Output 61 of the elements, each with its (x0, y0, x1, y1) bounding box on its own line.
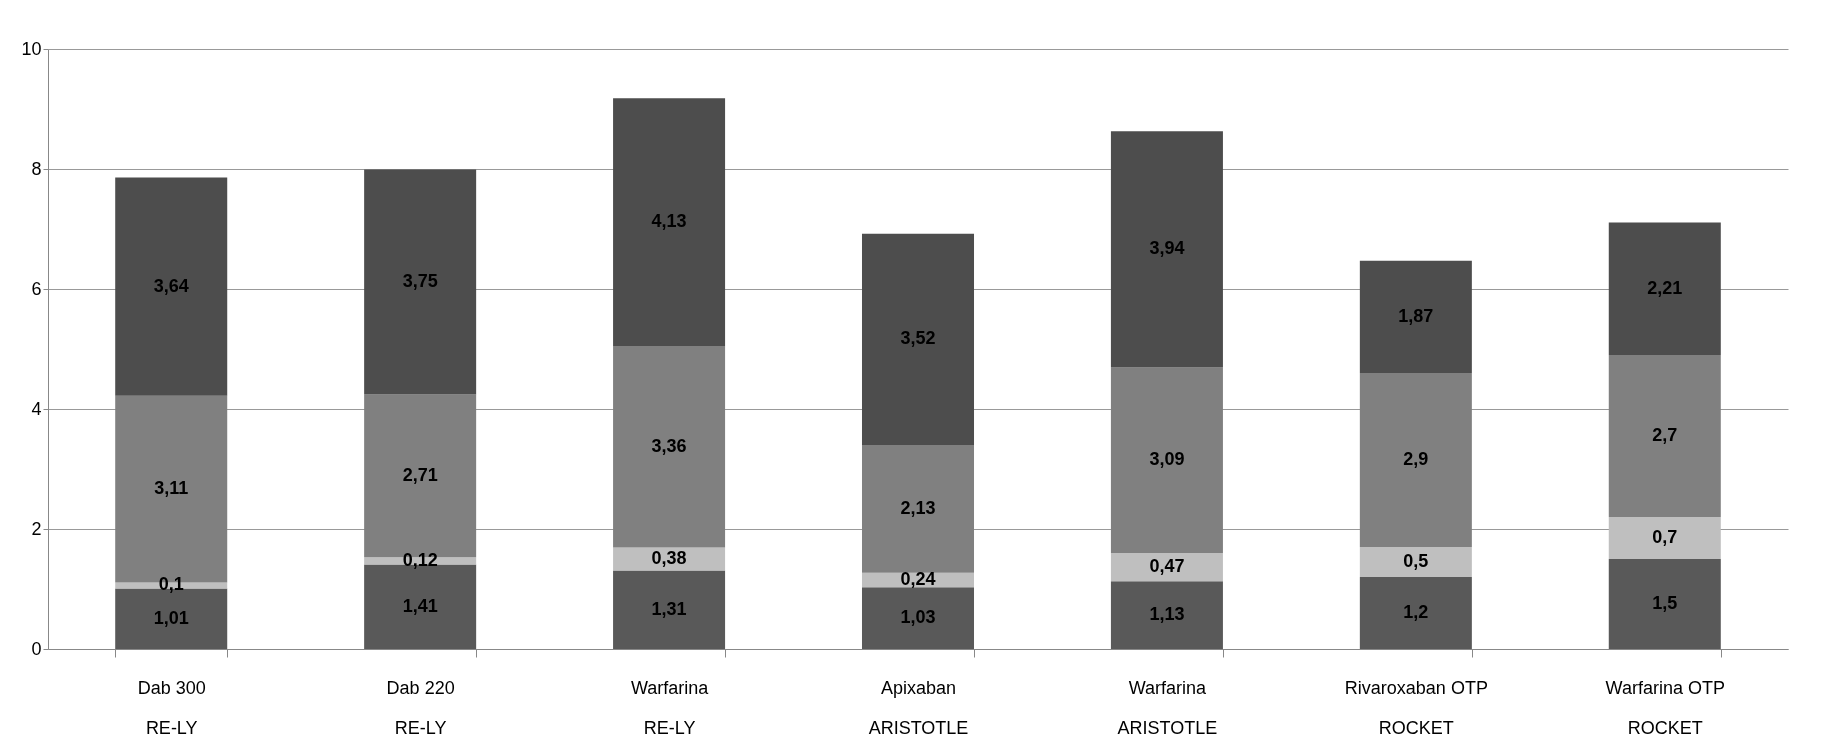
data-label: 4,13 (651, 211, 687, 232)
data-label: 0,5 (1403, 551, 1429, 571)
data-label: 1,5 (1652, 593, 1678, 613)
data-label: 1,2 (1403, 602, 1429, 622)
bar (1110, 553, 1223, 582)
bar (861, 233, 975, 445)
data-label: 2,21 (1647, 277, 1683, 298)
bar (1359, 260, 1472, 373)
bar (1608, 355, 1721, 517)
data-label: 0,38 (651, 548, 687, 568)
data-label: 0,7 (1652, 527, 1678, 547)
data-label: 3,75 (402, 271, 438, 292)
data-label: 3,64 (153, 275, 189, 296)
y-tick-label: 2 (31, 518, 42, 539)
data-label: 1,13 (1149, 604, 1185, 625)
data-label: 0,12 (402, 549, 438, 570)
data-label: 1,87 (1398, 305, 1434, 326)
x-tick-label: Warfarina RE-LY (630, 677, 710, 738)
data-label: 3,11 (154, 478, 189, 499)
data-label: 0,24 (900, 569, 936, 589)
data-label: 3,09 (1149, 449, 1185, 470)
bar (861, 445, 975, 573)
bar (613, 346, 726, 548)
bar (1359, 373, 1472, 547)
bar (613, 570, 726, 649)
x-tick-label: Dab 300 RE-LY (137, 677, 206, 738)
data-label: 3,94 (1149, 238, 1185, 259)
data-label: 1,01 (153, 607, 189, 628)
data-label: 2,9 (1403, 449, 1429, 469)
bar (861, 587, 975, 649)
bar (1110, 131, 1223, 368)
bar (115, 177, 228, 396)
bar (364, 169, 477, 395)
y-tick-label: 10 (21, 38, 42, 59)
y-tick-label: 6 (31, 278, 42, 299)
data-label: 1,41 (402, 595, 438, 616)
y-tick-label: 8 (31, 158, 42, 179)
x-tick-label: Warfarina OTP ROCKET (1605, 677, 1725, 738)
data-label: 2,71 (402, 464, 438, 485)
data-label: 2,7 (1652, 425, 1678, 445)
bar (1608, 222, 1721, 355)
data-label: 3,52 (900, 328, 936, 349)
bar (1608, 559, 1721, 649)
x-tick-label: Warfarina ARISTOTLE (1117, 677, 1218, 738)
y-tick-label: 4 (31, 398, 42, 419)
bar (1359, 547, 1472, 577)
bar (613, 98, 726, 346)
data-label: 0,1 (158, 574, 184, 595)
x-tick-label: Rivaroxaban OTP ROCKET (1344, 677, 1488, 738)
bar (1359, 577, 1472, 649)
data-label: 1,03 (900, 607, 936, 628)
x-tick-label: Apixaban ARISTOTLE (868, 677, 969, 738)
x-tick-label: Dab 220 RE-LY (386, 677, 455, 738)
bar (1608, 517, 1721, 559)
data-label: 1,31 (651, 598, 687, 619)
data-label: 2,13 (900, 497, 936, 518)
bar (1110, 581, 1223, 649)
data-label: 3,36 (651, 435, 687, 456)
bar (1110, 367, 1223, 553)
y-tick-label: 0 (31, 638, 42, 659)
data-label: 0,47 (1149, 556, 1185, 577)
